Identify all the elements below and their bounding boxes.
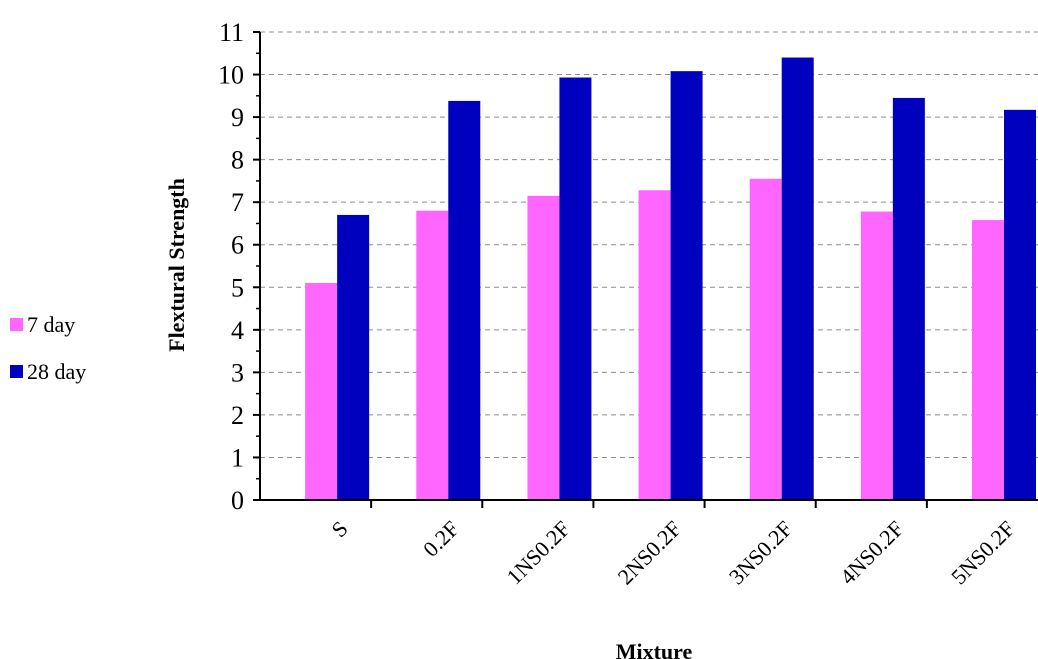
bar-7day bbox=[749, 178, 782, 501]
bar-28day bbox=[1004, 109, 1036, 500]
bar-7day bbox=[305, 283, 338, 500]
y-tick-label: 8 bbox=[231, 146, 244, 175]
y-tick-label: 9 bbox=[231, 103, 244, 132]
y-tick-label: 10 bbox=[218, 61, 244, 90]
bar-7day bbox=[416, 210, 449, 500]
x-tick-label: 3NS0.2F bbox=[724, 516, 797, 589]
bar-28day bbox=[337, 214, 370, 501]
y-tick-label: 2 bbox=[231, 401, 244, 430]
bar-28day bbox=[892, 97, 925, 500]
y-tick-label: 5 bbox=[231, 273, 244, 302]
y-tick-label: 3 bbox=[231, 358, 244, 387]
x-tick-label: 4NS0.2F bbox=[835, 516, 908, 589]
bar-7day bbox=[638, 190, 671, 500]
bar-28day bbox=[559, 77, 592, 501]
y-tick-label: 1 bbox=[231, 443, 244, 472]
legend: 7 day 28 day bbox=[10, 312, 86, 384]
bar-7day bbox=[972, 220, 1004, 500]
legend-label: 7 day bbox=[27, 312, 75, 337]
y-tick-label: 7 bbox=[231, 188, 244, 217]
y-axis-title: Flextural Strength bbox=[164, 178, 189, 352]
y-tick-label: 4 bbox=[231, 316, 244, 345]
x-tick-label: 2NS0.2F bbox=[613, 516, 686, 589]
bar-7day bbox=[527, 195, 560, 501]
y-tick-label: 6 bbox=[231, 231, 244, 260]
x-axis-title: Mixture bbox=[616, 639, 693, 659]
axes bbox=[253, 31, 1038, 508]
x-tick-label: 1NS0.2F bbox=[502, 516, 575, 589]
bar-28day bbox=[448, 100, 481, 500]
y-tick-labels: 0 1 2 3 4 5 6 7 8 9 10 11 bbox=[218, 18, 244, 515]
legend-label: 28 day bbox=[27, 359, 86, 384]
y-tick-label: 0 bbox=[231, 486, 244, 515]
x-tick-labels: S 0.2F 1NS0.2F 2NS0.2F 3NS0.2F 4NS0.2F 5NS0.2F bbox=[326, 516, 1019, 589]
y-tick-label: 11 bbox=[219, 18, 244, 47]
bar-7day bbox=[860, 211, 893, 501]
bar-28day bbox=[781, 57, 814, 500]
x-tick-label: 0.2F bbox=[418, 516, 464, 562]
x-tick-label: 5NS0.2F bbox=[946, 516, 1019, 589]
legend-swatch bbox=[10, 318, 23, 331]
legend-swatch bbox=[10, 365, 23, 378]
x-tick-label: S bbox=[326, 516, 352, 542]
bar-28day bbox=[670, 71, 703, 500]
bars bbox=[305, 57, 1036, 501]
